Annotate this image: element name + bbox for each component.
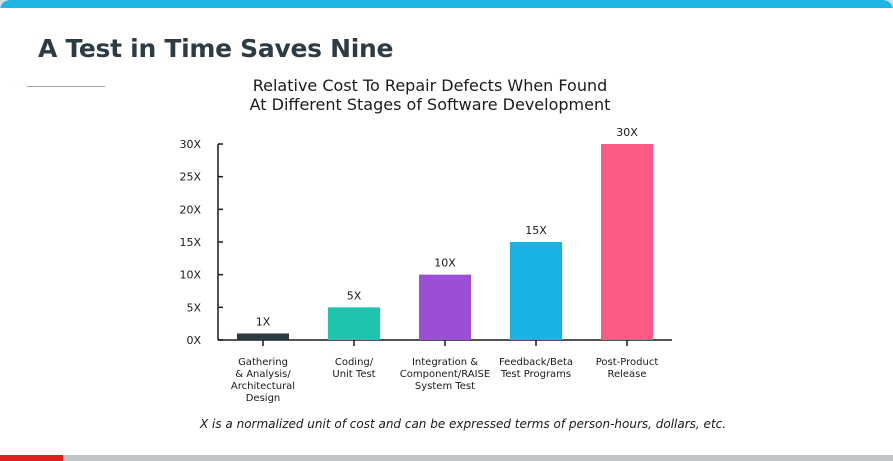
slide-top-bar (0, 0, 893, 8)
slide-title: A Test in Time Saves Nine (38, 34, 394, 63)
bar-value-label: 5X (347, 289, 362, 302)
chart-title: Relative Cost To Repair Defects When Fou… (200, 76, 660, 114)
x-category-label: Post-Product Release (595, 357, 659, 380)
x-category-label: Gathering & Analysis/Architectural Design (230, 357, 296, 404)
footnote: X is a normalized unit of cost and can b… (200, 417, 727, 431)
bar-value-label: 30X (616, 126, 638, 139)
x-category-label: Feedback/Beta Test Programs (498, 357, 574, 380)
y-tick-label: 30X (179, 138, 201, 151)
chart-title-line-1: Relative Cost To Repair Defects When Fou… (252, 76, 608, 95)
bar-value-label: 10X (434, 257, 456, 270)
video-progress-fill (0, 455, 63, 461)
video-progress-bar[interactable] (0, 455, 893, 461)
chart-title-line-2: At Different Stages of Software Developm… (249, 95, 611, 114)
x-category-label: Coding/Unit Test (332, 357, 376, 380)
y-tick-label: 20X (179, 203, 201, 216)
y-tick-label: 25X (179, 171, 201, 184)
bar (419, 274, 471, 340)
bar (237, 333, 289, 340)
y-tick-label: 15X (179, 236, 201, 249)
bar-value-label: 15X (525, 224, 547, 237)
title-underline (27, 86, 105, 87)
bar (601, 144, 653, 340)
bar-value-label: 1X (256, 315, 271, 328)
bar (510, 242, 562, 340)
y-tick-label: 5X (186, 301, 201, 314)
x-category-label: Integration & Component/RAISE System Test (399, 357, 491, 392)
bar (328, 307, 380, 340)
y-tick-label: 10X (179, 269, 201, 282)
y-tick-label: 0X (186, 334, 201, 347)
